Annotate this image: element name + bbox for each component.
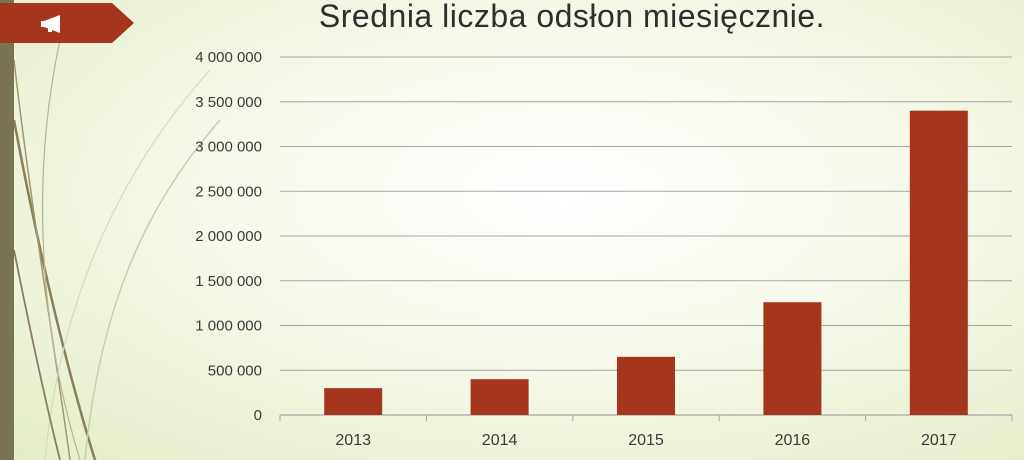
bar bbox=[763, 302, 822, 415]
title-ribbon bbox=[0, 3, 134, 43]
y-tick-label: 1 500 000 bbox=[195, 273, 262, 290]
x-tick-label: 2017 bbox=[921, 432, 957, 449]
y-tick-label: 4 000 000 bbox=[195, 49, 262, 66]
x-tick-label: 2015 bbox=[628, 432, 664, 449]
bar bbox=[909, 110, 968, 415]
y-tick-label: 2 500 000 bbox=[195, 183, 262, 200]
x-tick-label: 2014 bbox=[482, 432, 518, 449]
y-tick-label: 2 000 000 bbox=[195, 228, 262, 245]
bar bbox=[617, 356, 675, 415]
y-tick-label: 500 000 bbox=[208, 362, 262, 379]
bar bbox=[324, 388, 383, 415]
y-tick-label: 3 500 000 bbox=[195, 94, 262, 111]
y-tick-label: 0 bbox=[254, 407, 262, 424]
y-tick-label: 3 000 000 bbox=[195, 139, 262, 156]
bar bbox=[470, 379, 529, 415]
x-tick-label: 2013 bbox=[335, 432, 371, 449]
x-tick-label: 2016 bbox=[775, 432, 811, 449]
chart-title: Srednia liczba odsłon miesięcznie. bbox=[318, 0, 826, 34]
y-tick-label: 1 000 000 bbox=[195, 318, 262, 335]
left-accent-bar bbox=[0, 0, 14, 460]
megaphone-icon bbox=[41, 15, 60, 33]
